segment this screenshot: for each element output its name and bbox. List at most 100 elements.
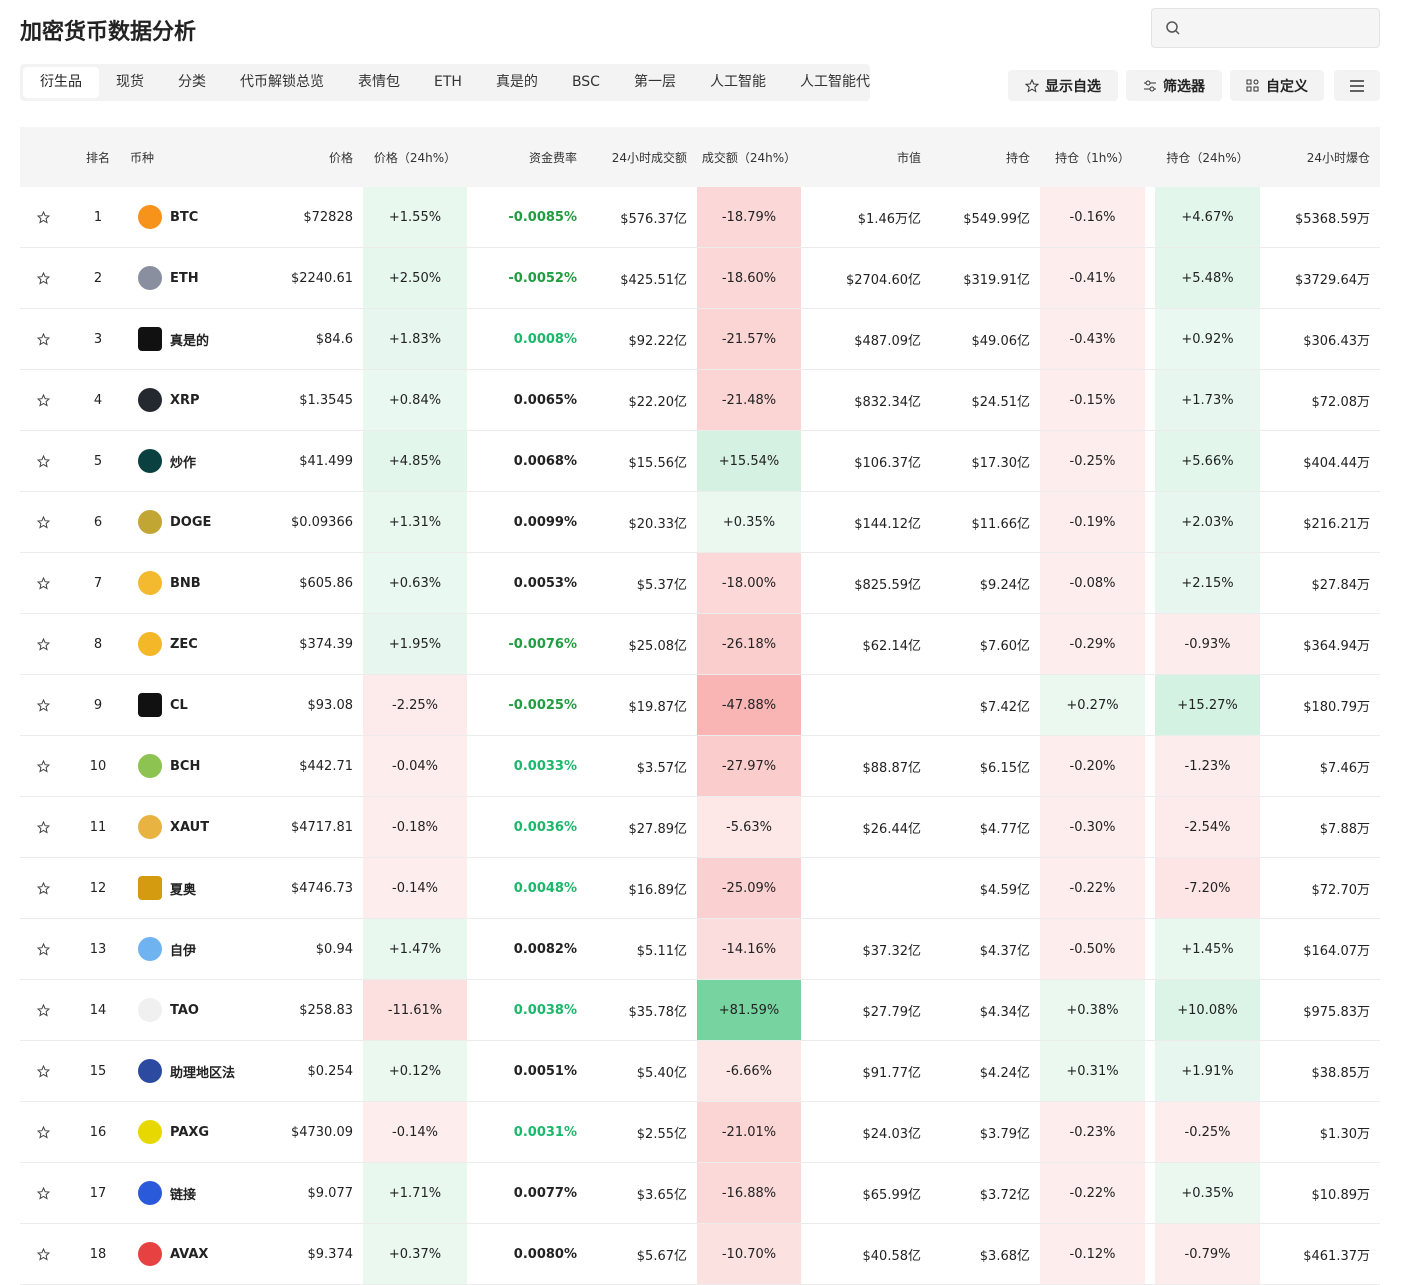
table-cell: $374.39 xyxy=(299,636,353,652)
favorite-star[interactable] xyxy=(20,492,66,552)
star-icon xyxy=(36,332,50,346)
table-cell: $27.84万 xyxy=(1311,577,1371,593)
header-cell: 资金费率 xyxy=(528,150,577,165)
table-cell: $9.24亿 xyxy=(979,577,1030,593)
favorite-star[interactable] xyxy=(20,309,66,369)
table-row: 4 XRP $1.3545 +0.84% 0.0065% $22.20亿 -21.48% $8… xyxy=(20,370,1380,431)
table-cell: $9.374 xyxy=(307,1246,354,1262)
coin-cell: 链接 xyxy=(130,1163,250,1223)
coin-icon xyxy=(138,998,162,1022)
table-cell: 13 xyxy=(89,941,107,957)
favorite-star[interactable] xyxy=(20,675,66,735)
table-cell: 8 xyxy=(93,636,103,652)
tab[interactable]: 人工智能 xyxy=(709,74,766,90)
button-label: 显示自选 xyxy=(1045,78,1101,95)
coin-icon xyxy=(138,510,162,534)
table-cell: -0.15% xyxy=(1040,370,1145,430)
table-cell: $144.12亿 xyxy=(854,516,921,532)
table-cell: $4.37亿 xyxy=(979,943,1030,959)
favorite-star[interactable] xyxy=(20,980,66,1040)
search-box[interactable] xyxy=(1151,8,1380,48)
coin-icon xyxy=(138,571,162,595)
watchlist-button[interactable]: 显示自选 xyxy=(1008,70,1118,101)
table-cell: -0.79% xyxy=(1155,1224,1260,1284)
table-cell: $4.59亿 xyxy=(979,882,1030,898)
coin-icon xyxy=(138,266,162,290)
tab-bar: 衍生品 现货 分类 代币解锁总览 表情包 ETH 真是的 BSC 第一层 人工智能 人工智能代 xyxy=(20,64,870,101)
table-cell: -0.14% xyxy=(363,1102,467,1162)
table-cell: $605.86 xyxy=(299,575,353,591)
table-cell: $3.65亿 xyxy=(636,1187,687,1203)
favorite-star[interactable] xyxy=(20,370,66,430)
tab[interactable]: ETH xyxy=(434,74,462,90)
tab[interactable]: 表情包 xyxy=(358,74,400,90)
coin-cell: 助理地区法 xyxy=(130,1041,250,1101)
table-cell: -1.23% xyxy=(1155,736,1260,796)
table-cell: +0.35% xyxy=(1155,1163,1260,1223)
table-cell: +2.50% xyxy=(363,248,467,308)
favorite-star[interactable] xyxy=(20,187,66,247)
star-icon xyxy=(36,210,50,224)
table-cell: -7.20% xyxy=(1155,858,1260,918)
table-cell: $6.15亿 xyxy=(979,760,1030,776)
star-icon xyxy=(36,698,50,712)
filter-button[interactable]: 筛选器 xyxy=(1126,70,1222,101)
table-cell: +1.91% xyxy=(1155,1041,1260,1101)
header-cell: 排名 xyxy=(85,150,110,165)
tab[interactable]: 衍生品 xyxy=(23,67,99,98)
favorite-star[interactable] xyxy=(20,1102,66,1162)
favorite-star[interactable] xyxy=(20,553,66,613)
tab[interactable]: BSC xyxy=(571,74,600,90)
favorite-star[interactable] xyxy=(20,1224,66,1284)
table-cell: -18.00% xyxy=(697,553,801,613)
coin-name: XRP xyxy=(170,392,200,408)
table-cell: $22.20亿 xyxy=(628,394,688,410)
favorite-star[interactable] xyxy=(20,1163,66,1223)
favorite-star[interactable] xyxy=(20,248,66,308)
table-cell: -10.70% xyxy=(697,1224,801,1284)
favorite-star[interactable] xyxy=(20,1041,66,1101)
tab[interactable]: 第一层 xyxy=(633,74,676,90)
favorite-star[interactable] xyxy=(20,919,66,979)
table-cell: $0.09366 xyxy=(290,514,353,530)
table-cell: +15.27% xyxy=(1155,675,1260,735)
table-cell: $7.46万 xyxy=(1319,760,1370,776)
header-cell: 成交额（24h%） xyxy=(701,150,797,165)
table-cell: $5.40亿 xyxy=(636,1065,687,1081)
table-cell xyxy=(801,858,931,918)
table-cell: $5.37亿 xyxy=(636,577,687,593)
tab[interactable]: 分类 xyxy=(178,74,206,90)
tab[interactable]: 人工智能代 xyxy=(799,74,870,90)
coin-icon xyxy=(138,754,162,778)
search-icon xyxy=(1166,21,1180,35)
settings-button[interactable] xyxy=(1334,70,1380,101)
table-cell: -18.60% xyxy=(697,248,801,308)
favorite-star[interactable] xyxy=(20,736,66,796)
customize-button[interactable]: 自定义 xyxy=(1230,70,1324,101)
coin-name: ETH xyxy=(170,270,199,286)
table-cell: $1.3545 xyxy=(299,392,353,408)
coin-name: CL xyxy=(170,697,188,713)
favorite-star[interactable] xyxy=(20,614,66,674)
tab[interactable]: 真是的 xyxy=(495,74,538,90)
header-cell: 持仓（1h%） xyxy=(1055,150,1130,165)
spacer xyxy=(1145,614,1155,674)
favorite-star[interactable] xyxy=(20,797,66,857)
favorite-star[interactable] xyxy=(20,858,66,918)
table-cell: $4730.09 xyxy=(290,1124,353,1140)
table-cell: -0.08% xyxy=(1040,553,1145,613)
favorite-star[interactable] xyxy=(20,431,66,491)
star-icon xyxy=(36,576,50,590)
coin-icon xyxy=(138,937,162,961)
star-icon xyxy=(36,1186,50,1200)
table-cell: -21.48% xyxy=(697,370,801,430)
table-cell: +1.31% xyxy=(363,492,467,552)
table-cell: -0.93% xyxy=(1155,614,1260,674)
table-cell: 0.0008% xyxy=(513,331,577,347)
table-row: 6 DOGE $0.09366 +1.31% 0.0099% $20.33亿 +0.35% $… xyxy=(20,492,1380,553)
tab[interactable]: 代币解锁总览 xyxy=(240,74,324,90)
table-cell: $3.72亿 xyxy=(979,1187,1030,1203)
tab[interactable]: 现货 xyxy=(116,74,144,90)
table-cell: 18 xyxy=(89,1246,107,1262)
coin-cell: XAUT xyxy=(130,797,250,857)
